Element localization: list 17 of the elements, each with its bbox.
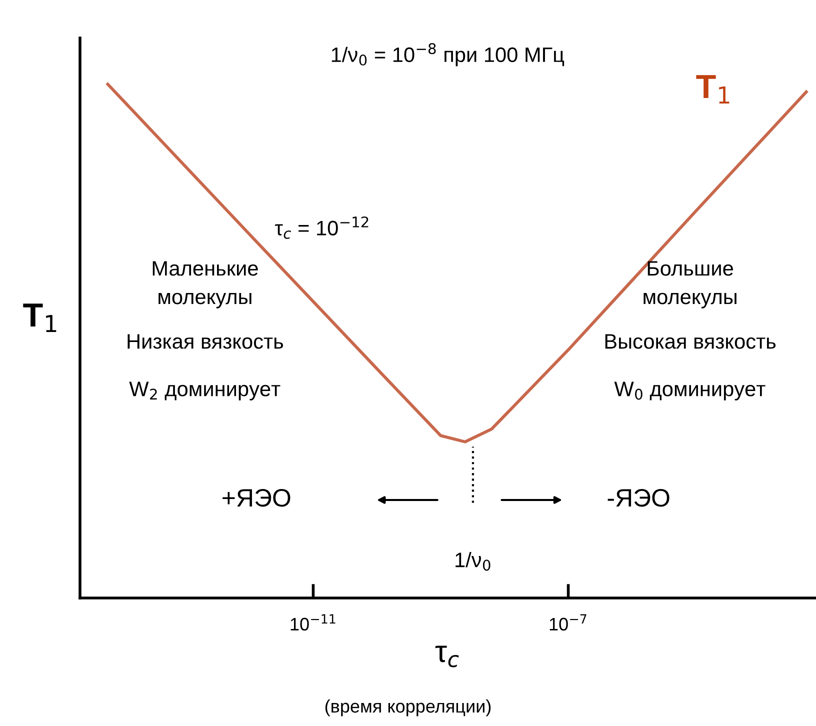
annotation: Высокая вязкость [605,334,776,349]
annotation: Маленькие молекулы [152,261,258,308]
annotation: +ЯЭО [222,489,290,507]
x-tick-label: 10$^{−11}$ [290,614,336,631]
text: 1/ν$_{0}$ = 10$^{−8}$ при 100 МГц [332,43,564,66]
annotation: -ЯЭО [608,489,670,507]
x-axis-title: τ$_{c}$ [435,646,459,668]
series-label: T$_{1}$ [696,75,730,104]
y-axis-title: T$_{1}$ [23,304,56,332]
annotation: W$_{2}$ доминирует [129,382,280,400]
text: (время корреляции) [325,699,491,716]
x-tick-label: 10$^{−7}$ [550,614,586,631]
annotation: Большие молекулы [644,261,736,308]
annotation: τ$_{c}$ = 10$^{−12}$ [275,216,368,239]
ref-line-label: 1/ν$_{0}$ [456,552,490,571]
annotation: Низкая вязкость [128,334,284,349]
annotation: W$_{0}$ доминирует [614,382,766,400]
